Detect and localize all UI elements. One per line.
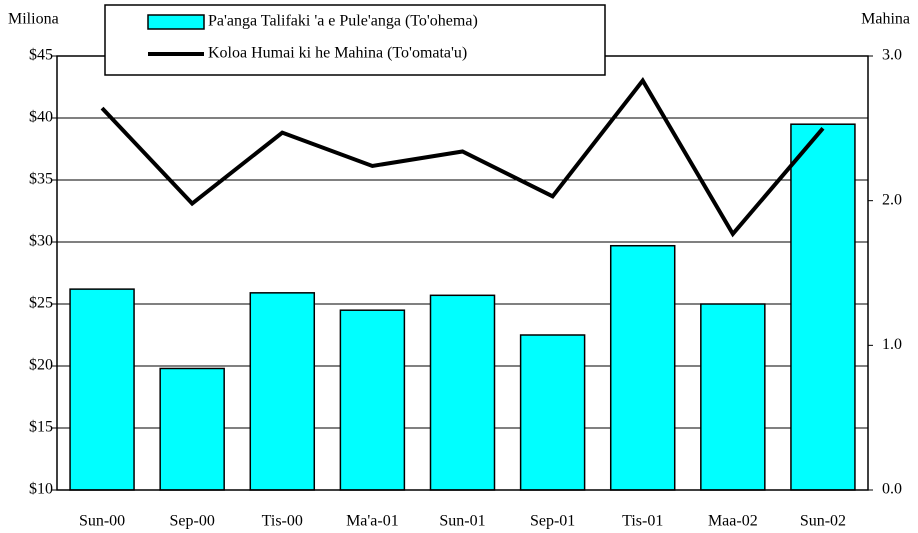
legend-label: Koloa Humai ki he Mahina (To'omata'u) bbox=[208, 45, 467, 62]
legend-swatch bbox=[147, 14, 205, 30]
bar bbox=[69, 288, 135, 491]
bar bbox=[700, 303, 766, 491]
bar bbox=[790, 123, 856, 491]
x-tick-label: Maa-02 bbox=[708, 513, 758, 530]
y2-axis-label: Mahina bbox=[861, 11, 910, 28]
y-axis-label: Miliona bbox=[8, 11, 59, 28]
y-tick-label: $35 bbox=[29, 171, 53, 188]
y-tick-label: $45 bbox=[29, 47, 53, 64]
y-tick-label: $25 bbox=[29, 295, 53, 312]
legend-label: Pa'anga Talifaki 'a e Pule'anga (To'ohem… bbox=[208, 13, 478, 30]
x-tick-label: Tis-01 bbox=[622, 513, 663, 530]
x-tick-label: Sep-01 bbox=[530, 513, 575, 530]
y-tick-label: $40 bbox=[29, 109, 53, 126]
x-tick-label: Sun-00 bbox=[79, 513, 125, 530]
y-tick-label: $10 bbox=[29, 481, 53, 498]
bar bbox=[339, 309, 406, 491]
y2-tick-label: 3.0 bbox=[882, 47, 902, 64]
y2-tick-label: 0.0 bbox=[882, 481, 902, 498]
bar bbox=[159, 367, 225, 491]
bar bbox=[519, 334, 586, 491]
x-tick-label: Sun-01 bbox=[439, 513, 485, 530]
y-tick-label: $15 bbox=[29, 419, 53, 436]
y2-tick-label: 1.0 bbox=[882, 336, 902, 353]
bar bbox=[429, 294, 496, 491]
x-tick-label: Sun-02 bbox=[800, 513, 846, 530]
bar bbox=[249, 292, 316, 491]
x-tick-label: Ma'a-01 bbox=[346, 513, 399, 530]
y-tick-label: $30 bbox=[29, 233, 53, 250]
x-tick-label: Sep-00 bbox=[170, 513, 215, 530]
x-tick-label: Tis-00 bbox=[262, 513, 303, 530]
bar bbox=[609, 244, 676, 491]
line bbox=[100, 77, 825, 238]
y-tick-label: $20 bbox=[29, 357, 53, 374]
y2-tick-label: 2.0 bbox=[882, 191, 902, 208]
